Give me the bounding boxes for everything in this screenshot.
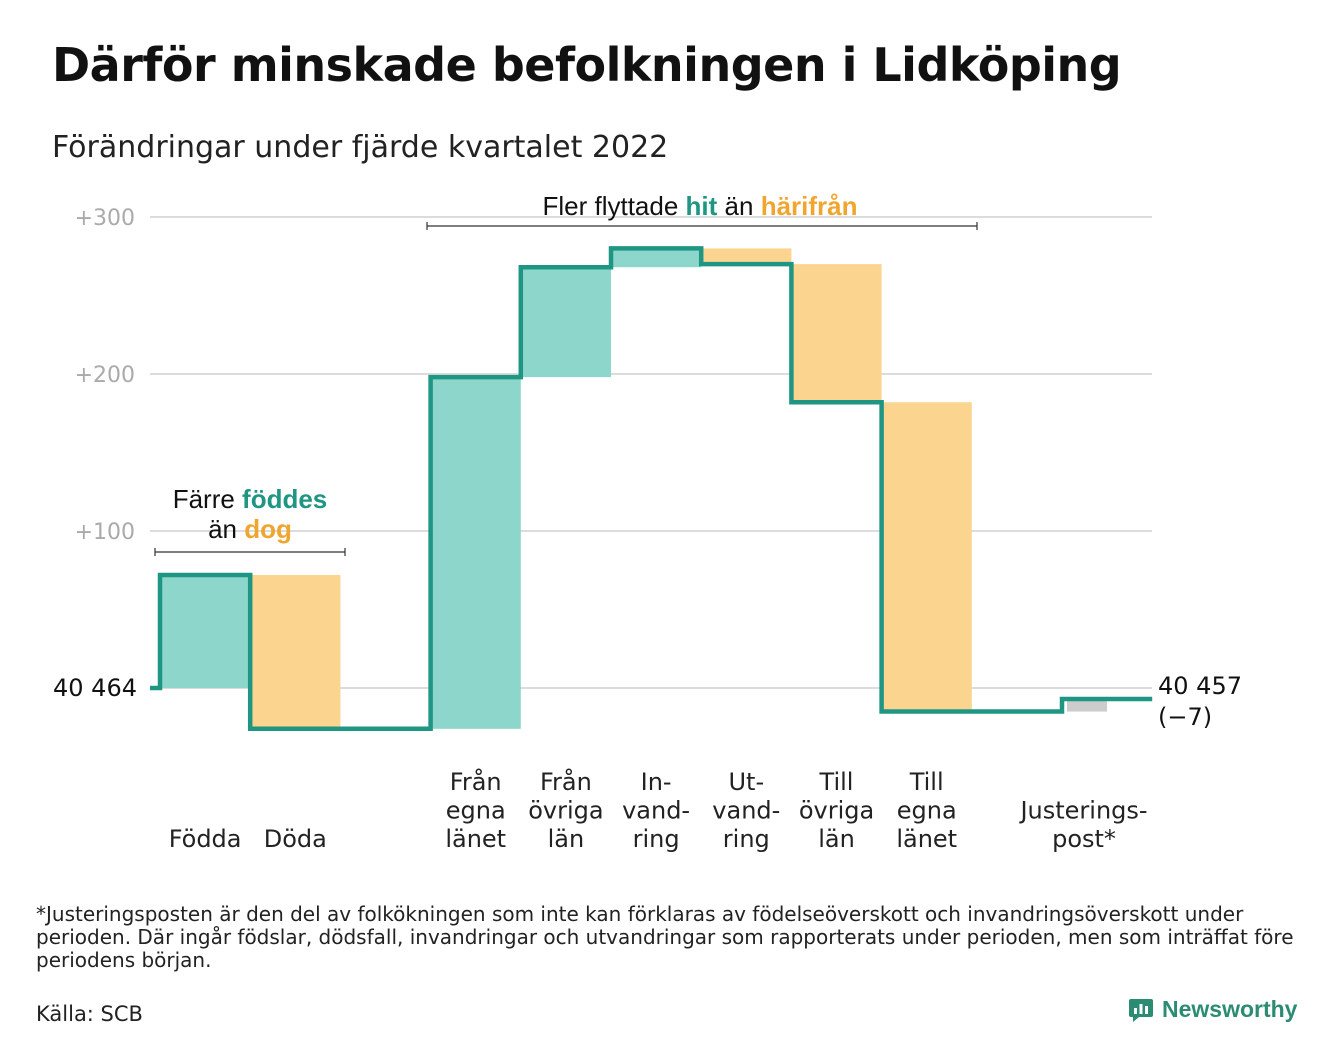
brand-name: Newsworthy (1162, 996, 1298, 1022)
category-label-0: Födda (169, 825, 242, 853)
category-label-3: Från egna länet (445, 767, 506, 853)
chart-title: Därför minskade befolkningen i Lidköping (52, 38, 1122, 92)
newsworthy-logo-icon (1129, 998, 1153, 1022)
category-label-1: Döda (264, 825, 327, 853)
step-line (150, 246, 1153, 732)
category-label-5: In-vand-ring (622, 768, 690, 853)
bar-5 (611, 248, 702, 268)
category-label-8: Till egna länet (896, 768, 957, 853)
category-label-4: Från övriga län (528, 767, 603, 853)
labels: +100 +200 +300 Födda Döda Från egna länet Från öv… (53, 206, 1242, 853)
waterfall-chart: +100 +200 +300 Födda Döda Från egna länet Från öv… (53, 191, 1242, 853)
end-value-label: 40 457 (1158, 672, 1242, 700)
bar-8 (881, 402, 972, 712)
bar-0 (160, 574, 251, 688)
y-tick-label: +300 (75, 206, 135, 231)
moves-bracket (426, 222, 978, 230)
category-label-10: Justerings-post* (1018, 797, 1147, 854)
footnote: *Justeringsposten är den del av folkökni… (36, 902, 1294, 972)
bar-1 (250, 574, 341, 729)
end-change-label: (−7) (1158, 703, 1212, 731)
category-label-7: Till övriga län (799, 768, 874, 853)
source-label: Källa: SCB (36, 1002, 143, 1026)
bar-10 (1067, 698, 1107, 712)
bar-3 (430, 377, 521, 729)
bar-7 (791, 264, 882, 403)
bars (160, 248, 1107, 729)
moves-annotation: Fler flyttade hit än härifrån (542, 191, 857, 221)
y-tick-label: +200 (75, 363, 135, 388)
chart-subtitle: Förändringar under fjärde kvartalet 2022 (52, 130, 669, 165)
step-line-group (150, 246, 1153, 732)
births-annotation-line2: än dog (208, 514, 292, 544)
brand: Newsworthy (1128, 996, 1297, 1023)
births-bracket (154, 548, 346, 556)
births-annotation-line1: Färre föddes (173, 484, 328, 514)
category-label-6: Ut-vand-ring (712, 768, 780, 853)
bar-4 (520, 267, 611, 378)
y-tick-label: +100 (75, 520, 135, 545)
start-value-label: 40 464 (53, 674, 137, 702)
bar-6 (701, 248, 792, 265)
